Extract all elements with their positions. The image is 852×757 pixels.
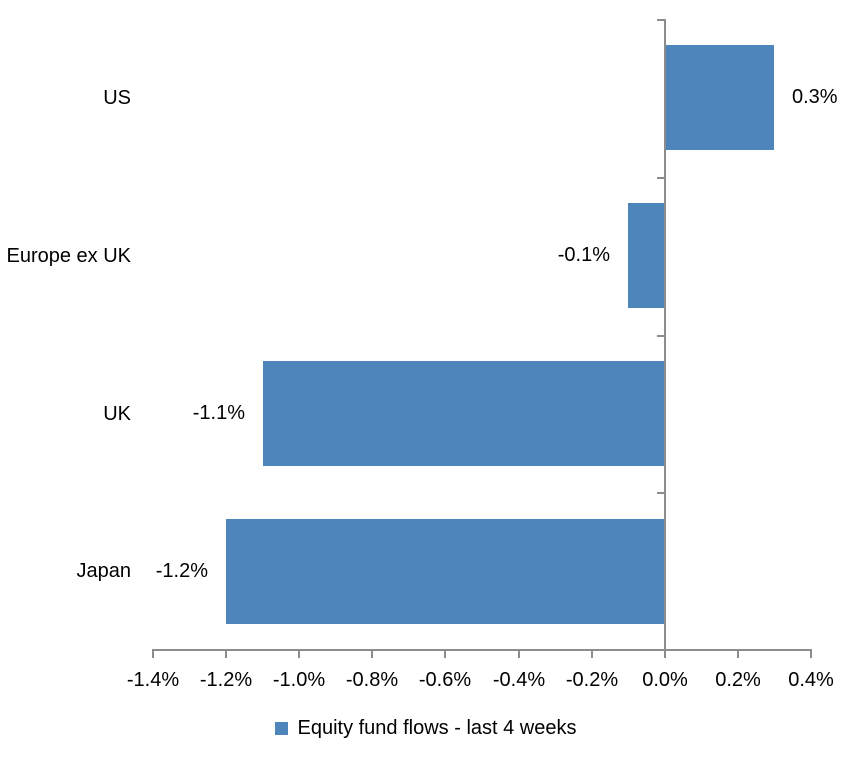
value-label-uk: -1.1% xyxy=(192,402,245,424)
x-axis-line xyxy=(152,649,812,651)
x-axis-tick-label: -0.8% xyxy=(345,669,399,691)
value-label-us: 0.3% xyxy=(792,86,838,108)
legend-marker-icon xyxy=(275,721,289,735)
x-axis-tick-label: -1.2% xyxy=(199,669,253,691)
y-axis-tick xyxy=(657,19,664,21)
x-axis-tick-label: -1.0% xyxy=(272,669,326,691)
category-label-europe-ex-uk: Europe ex UK xyxy=(6,244,131,267)
bar-japan xyxy=(226,519,665,624)
x-axis-tick xyxy=(664,651,666,658)
value-label-japan: -1.2% xyxy=(155,560,208,582)
y-axis-tick xyxy=(657,177,664,179)
x-axis-tick xyxy=(518,651,520,658)
y-axis-tick xyxy=(657,492,664,494)
legend-label: Equity fund flows - last 4 weeks xyxy=(297,716,577,739)
category-label-uk: UK xyxy=(103,402,131,425)
x-axis-tick xyxy=(152,651,154,658)
x-axis-tick-label: 0.2% xyxy=(715,669,761,691)
y-axis-zero-line xyxy=(664,19,666,658)
x-axis-tick xyxy=(444,651,446,658)
x-axis-tick xyxy=(371,651,373,658)
x-axis-tick-label: -0.4% xyxy=(492,669,546,691)
bar-us xyxy=(665,45,774,150)
x-axis-tick xyxy=(225,651,227,658)
category-label-us: US xyxy=(103,86,131,109)
x-axis-tick-label: -1.4% xyxy=(126,669,180,691)
x-axis-tick-label: 0.0% xyxy=(642,669,688,691)
x-axis-tick xyxy=(810,651,812,658)
bar-uk xyxy=(263,361,665,466)
bar-europe-ex-uk xyxy=(628,203,665,308)
x-axis-tick xyxy=(591,651,593,658)
x-axis-tick xyxy=(298,651,300,658)
category-label-japan: Japan xyxy=(76,559,132,582)
x-axis-tick-label: -0.2% xyxy=(565,669,619,691)
x-axis-tick xyxy=(737,651,739,658)
y-axis-tick xyxy=(657,335,664,337)
x-axis-tick-label: 0.4% xyxy=(788,669,834,691)
x-axis-tick-label: -0.6% xyxy=(418,669,472,691)
legend: Equity fund flows - last 4 weeks xyxy=(0,714,852,742)
value-label-europe-ex-uk: -0.1% xyxy=(557,244,610,266)
